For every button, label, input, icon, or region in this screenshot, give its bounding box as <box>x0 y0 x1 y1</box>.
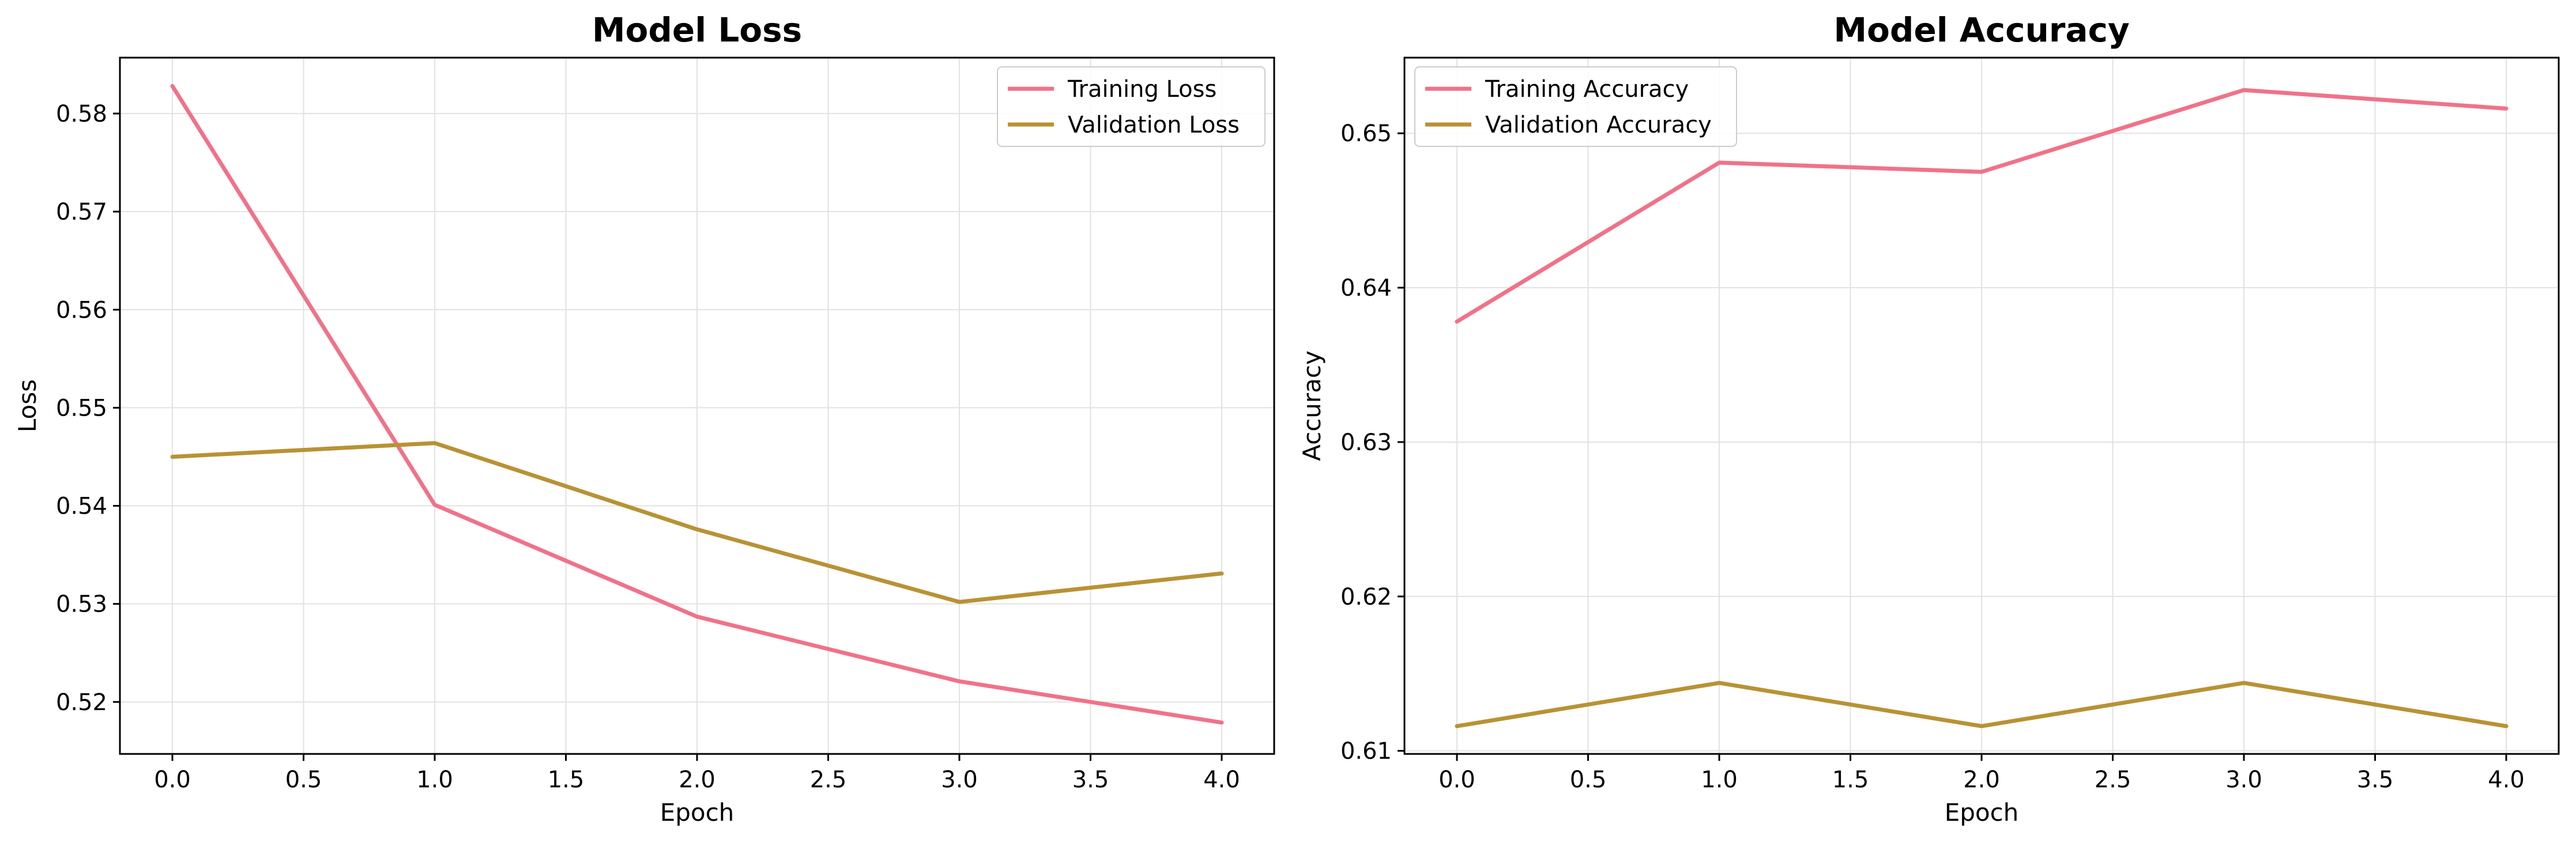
y-tick-label: 0.55 <box>56 395 107 421</box>
loss-chart-panel: 0.0 0.5 1.0 1.5 2.0 2.5 3.0 3.5 4.0 0.52 0.53 0.54 0… <box>13 10 1275 827</box>
legend-label: Validation Accuracy <box>1485 112 1712 138</box>
accuracy-chart-panel: 0.0 0.5 1.0 1.5 2.0 2.5 3.0 3.5 4.0 0.61 0.62 0.63 0… <box>1298 10 2560 827</box>
x-tick-label: 2.0 <box>679 767 715 793</box>
x-tick-label: 0.0 <box>154 767 191 793</box>
x-axis-label: Epoch <box>1945 798 2019 827</box>
x-tick-label: 1.0 <box>416 767 453 793</box>
series-line-validation-loss <box>170 441 1224 604</box>
y-tick-label: 0.63 <box>1340 429 1392 456</box>
y-axis-label: Accuracy <box>1298 350 1326 461</box>
x-tick-label: 4.0 <box>2488 767 2525 793</box>
series-line-training-loss <box>170 84 1224 725</box>
x-tick-label: 2.5 <box>810 767 847 793</box>
legend-box <box>1414 66 1737 147</box>
series-line-training-accuracy <box>1455 88 2509 324</box>
legend-label: Training Loss <box>1067 76 1217 103</box>
legend: Training Accuracy Validation Accuracy <box>1414 66 1737 147</box>
legend: Training Loss Validation Loss <box>997 66 1266 147</box>
series-line-validation-accuracy <box>1455 681 2509 729</box>
legend-label: Validation Loss <box>1068 112 1240 138</box>
legend-label: Training Accuracy <box>1485 76 1689 103</box>
x-tick-label: 0.0 <box>1438 767 1475 793</box>
x-tick-label: 3.0 <box>941 767 978 793</box>
x-tick-label: 3.5 <box>1072 767 1109 793</box>
y-tick-label: 0.64 <box>1340 275 1392 301</box>
chart-title: Model Accuracy <box>1833 10 2129 50</box>
y-tick-label: 0.61 <box>1340 738 1392 765</box>
y-tick-label: 0.56 <box>56 297 107 323</box>
x-tick-label: 3.0 <box>2225 767 2262 793</box>
x-tick-label: 0.5 <box>1570 767 1607 793</box>
x-tick-label: 3.5 <box>2357 767 2394 793</box>
y-tick-label: 0.57 <box>56 199 107 225</box>
x-tick-label: 2.0 <box>1963 767 2000 793</box>
y-tick-label: 0.65 <box>1340 120 1392 147</box>
chart-title: Model Loss <box>592 10 802 50</box>
y-tick-label: 0.52 <box>56 689 107 716</box>
y-tick-label: 0.62 <box>1340 584 1392 610</box>
x-tick-label: 1.5 <box>548 767 585 793</box>
x-tick-label: 1.5 <box>1832 767 1869 793</box>
y-tick-label: 0.54 <box>56 493 107 520</box>
x-tick-label: 4.0 <box>1203 767 1240 793</box>
y-axis-label: Loss <box>13 379 42 432</box>
x-tick-label: 2.5 <box>2095 767 2131 793</box>
x-tick-label: 1.0 <box>1701 767 1738 793</box>
legend-box <box>997 66 1266 147</box>
y-tick-label: 0.53 <box>56 591 107 618</box>
x-axis-label: Epoch <box>660 798 735 827</box>
y-tick-label: 0.58 <box>56 101 107 127</box>
x-tick-label: 0.5 <box>285 767 322 793</box>
